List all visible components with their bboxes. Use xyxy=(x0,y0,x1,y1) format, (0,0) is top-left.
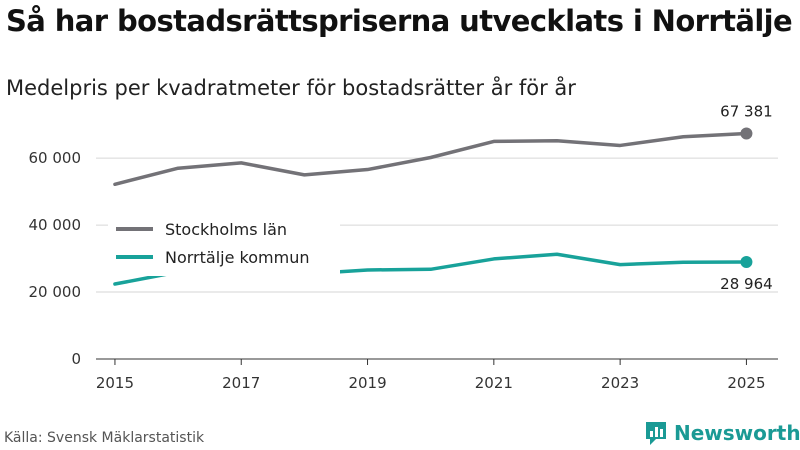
series-line-stockholms-lan xyxy=(113,131,749,187)
brand-logo: Newsworthy xyxy=(644,420,800,446)
chart-title: Så har bostadsrättspriserna utvecklats i… xyxy=(6,4,793,38)
end-label-norrtalje-kommun: 28 964 xyxy=(720,275,773,293)
brand-name: Newsworthy xyxy=(674,421,800,445)
source-note: Källa: Svensk Mäklarstatistik xyxy=(4,430,205,446)
y-tick-label-60000: 60 000 xyxy=(29,149,82,167)
end-label-stockholms-lan: 67 381 xyxy=(720,102,773,120)
end-point-stockholms-lan xyxy=(740,127,753,140)
legend-background xyxy=(108,214,340,276)
x-tick-label-2017: 2017 xyxy=(222,374,260,392)
x-tick-label-2021: 2021 xyxy=(475,374,513,392)
legend-label-norrtalje-kommun: Norrtälje kommun xyxy=(165,248,309,267)
x-tick-label-2023: 2023 xyxy=(601,374,639,392)
y-tick-label-20000: 20 000 xyxy=(29,283,82,301)
chart-subtitle: Medelpris per kvadratmeter för bostadsrä… xyxy=(6,76,576,100)
x-tick-label-2025: 2025 xyxy=(727,374,765,392)
x-tick-label-2019: 2019 xyxy=(348,374,386,392)
end-point-norrtalje-kommun xyxy=(740,256,753,269)
legend-label-stockholms-lan: Stockholms län xyxy=(165,220,287,239)
y-tick-label-0: 0 xyxy=(71,350,81,368)
x-tick-label-2015: 2015 xyxy=(96,374,134,392)
newsworthy-logo-icon xyxy=(646,422,666,445)
y-tick-label-40000: 40 000 xyxy=(29,216,82,234)
